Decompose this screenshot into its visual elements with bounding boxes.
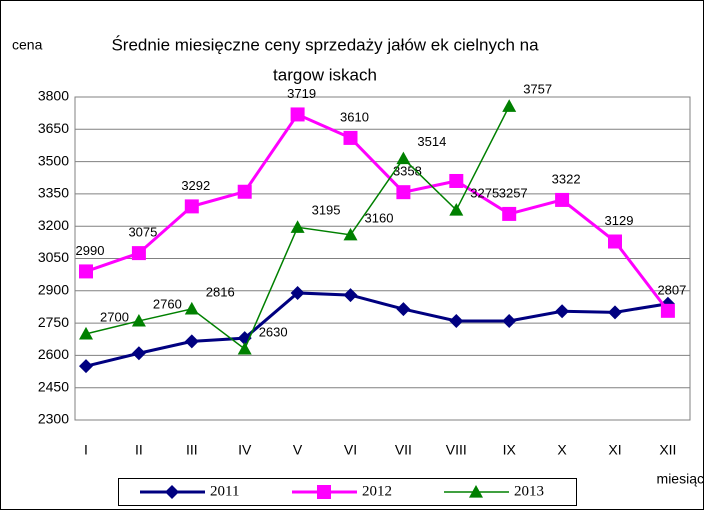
data-point: [79, 326, 93, 340]
x-tick-label: VI: [344, 442, 357, 458]
y-tick-label: 2300: [38, 411, 69, 427]
data-label: 3292: [181, 178, 210, 193]
data-point: [343, 288, 358, 303]
data-point: [449, 173, 464, 188]
y-axis-label: cena: [12, 37, 43, 53]
data-point: [555, 304, 570, 319]
data-label: 3195: [312, 203, 341, 218]
data-point: [184, 199, 199, 214]
data-point: [608, 305, 622, 320]
y-tick-label: 2900: [38, 282, 69, 298]
x-tick-label: IX: [503, 442, 517, 458]
data-label: 2630: [259, 324, 288, 339]
data-point: [502, 99, 517, 112]
data-point: [449, 313, 464, 328]
legend-marker: [469, 485, 483, 498]
y-tick-label: 3200: [38, 217, 69, 233]
data-label: 2700: [100, 309, 129, 324]
legend-marker: [165, 485, 179, 499]
data-label: 3160: [365, 210, 394, 225]
data-point: [396, 185, 411, 200]
x-tick-label: XII: [659, 442, 676, 458]
legend-label: 2011: [210, 483, 239, 499]
data-point: [184, 334, 199, 349]
data-label: 3129: [605, 213, 634, 228]
x-tick-label: VIII: [446, 442, 467, 458]
data-label: 3757: [523, 82, 552, 97]
x-tick-label: VII: [395, 442, 412, 458]
data-point: [343, 227, 358, 241]
y-tick-label: 3800: [38, 88, 69, 104]
y-tick-label: 3500: [38, 152, 69, 168]
data-point: [290, 220, 305, 233]
x-tick-label: I: [84, 442, 88, 458]
data-point: [555, 192, 570, 207]
series-line: [85, 112, 670, 312]
data-label: 3075: [128, 225, 157, 240]
data-label: 3514: [417, 134, 446, 149]
data-label: 2807: [657, 282, 686, 297]
data-point: [608, 234, 622, 249]
x-tick-label: II: [135, 442, 143, 458]
data-label: 3358: [393, 164, 422, 179]
y-tick-label: 2600: [38, 346, 69, 362]
y-tick-label: 3650: [38, 120, 69, 136]
x-tick-label: X: [557, 442, 567, 458]
data-point: [396, 302, 411, 317]
data-point: [502, 313, 517, 328]
data-label: 3257: [499, 185, 528, 200]
data-point: [237, 184, 252, 199]
data-point: [343, 130, 358, 145]
data-point: [290, 107, 305, 122]
y-tick-label: 2750: [38, 314, 69, 330]
data-label: 2816: [206, 284, 235, 299]
legend-marker: [317, 485, 331, 499]
chart-title: targow iskach: [273, 65, 377, 84]
data-point: [660, 303, 675, 318]
data-point: [131, 246, 146, 261]
data-point: [502, 206, 517, 221]
x-tick-label: V: [293, 442, 303, 458]
chart-title: Średnie miesięczne ceny sprzedaży jałów …: [111, 35, 539, 54]
x-tick-label: III: [186, 442, 198, 458]
data-label: 2760: [153, 296, 182, 311]
data-label: 3719: [287, 86, 316, 101]
data-point: [79, 264, 93, 279]
data-point: [237, 341, 252, 355]
y-tick-label: 3050: [38, 249, 69, 265]
data-point: [79, 359, 93, 374]
data-label: 3275: [470, 185, 499, 200]
data-point: [131, 346, 146, 361]
data-point: [449, 203, 464, 216]
data-point: [396, 151, 411, 165]
x-tick-label: IV: [238, 442, 252, 458]
data-label: 3322: [552, 171, 581, 186]
legend-label: 2013: [514, 483, 544, 499]
data-label: 2990: [76, 243, 105, 258]
data-point: [290, 285, 305, 300]
data-label: 3610: [340, 109, 369, 124]
y-tick-label: 3350: [38, 185, 69, 201]
data-point: [131, 313, 146, 327]
data-point: [184, 301, 199, 315]
x-axis-label: miesiąc: [657, 471, 704, 487]
legend-label: 2012: [362, 483, 392, 499]
series-line: [85, 291, 669, 368]
y-tick-label: 2450: [38, 378, 69, 394]
x-tick-label: XI: [608, 442, 621, 458]
